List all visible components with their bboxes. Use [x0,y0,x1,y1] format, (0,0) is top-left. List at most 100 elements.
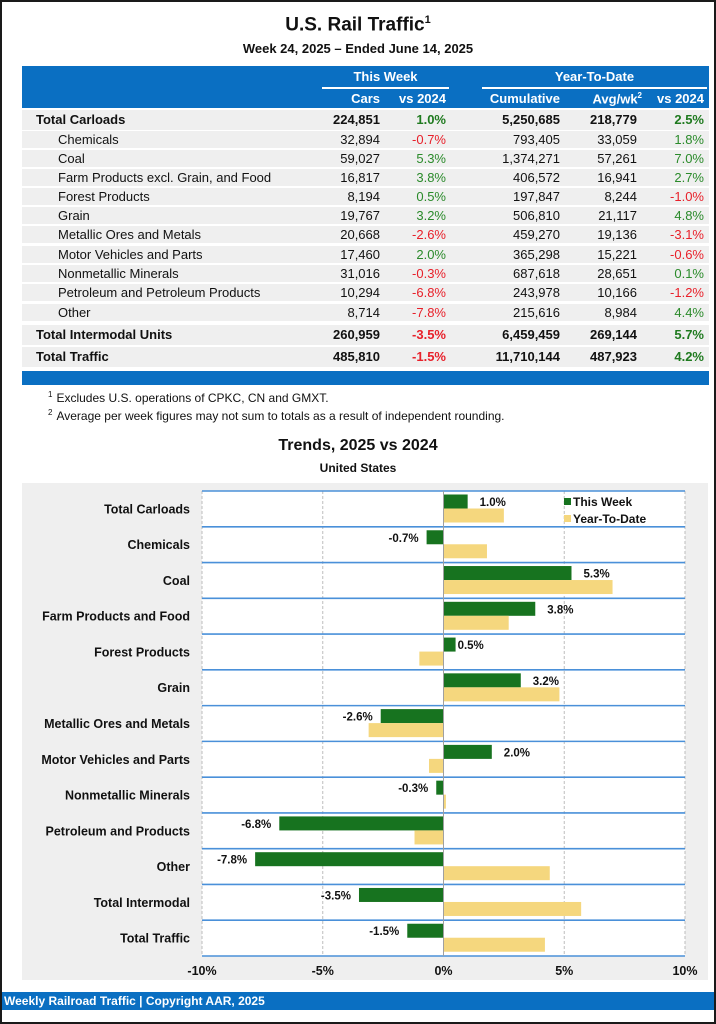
row-label: Farm Products excl. Grain, and Food [58,170,272,185]
cell-ytd-vs: -0.6% [670,247,704,262]
data-label-this-week: -6.8% [241,819,271,831]
row-label: Total Carloads [36,112,126,127]
legend-label-this-week: This Week [573,495,632,509]
title-footnote-marker: 1 [424,14,431,26]
cell-avg: 15,221 [597,247,637,262]
cell-avg: 10,166 [597,285,637,300]
cell-cars: 10,294 [340,285,380,300]
cell-ytd-vs: 4.4% [674,305,704,320]
bar-year-to-date [443,580,613,595]
cell-avg: 487,923 [590,349,637,364]
cell-cumulative: 243,978 [513,285,560,300]
legend-swatch-ytd [564,515,571,522]
cell-ytd-vs: 2.7% [674,170,704,185]
data-label-this-week: 3.2% [533,676,559,688]
bar-year-to-date [443,866,550,881]
cell-tw-vs: 1.0% [416,112,446,127]
cell-avg: 8,984 [604,305,637,320]
data-label-this-week: 0.5% [458,640,484,652]
col-header-avg: Avg/wk2 [567,91,642,106]
bar-this-week [443,601,536,616]
category-label: Chemicals [127,538,190,552]
cell-avg: 28,651 [597,266,637,281]
cell-cars: 16,817 [340,170,380,185]
bar-year-to-date [443,937,545,952]
cell-cars: 260,959 [333,327,380,342]
bar-year-to-date [414,830,444,845]
category-label: Total Intermodal [94,896,190,910]
table-row: Motor Vehicles and Parts 17,460 2.0% 365,29… [22,246,709,263]
cell-cumulative: 197,847 [513,189,560,204]
avg-footnote-marker: 2 [637,91,642,100]
category-label: Forest Products [94,645,190,659]
col-header-ytd-vs: vs 2024 [657,91,704,106]
bar-this-week [407,923,444,938]
category-label: Metallic Ores and Metals [44,717,190,731]
row-label: Motor Vehicles and Parts [58,247,203,262]
data-label-this-week: 1.0% [480,497,506,509]
bar-this-week [358,887,444,902]
chart-title: Trends, 2025 vs 2024 [278,437,438,454]
cell-cars: 32,894 [340,132,380,147]
bar-year-to-date [429,758,444,773]
bar-year-to-date [443,615,509,630]
cell-ytd-vs: 0.1% [674,266,704,281]
x-tick-label: 0% [434,964,452,978]
table-row: Petroleum and Petroleum Products 10,294 -6… [22,284,709,301]
cell-cumulative: 793,405 [513,132,560,147]
cell-avg: 33,059 [597,132,637,147]
cell-ytd-vs: 4.2% [674,349,704,364]
data-label-this-week: -3.5% [321,890,351,902]
cell-cumulative: 6,459,459 [502,327,560,342]
cell-cumulative: 1,374,271 [502,151,560,166]
cell-ytd-vs: -3.1% [670,227,704,242]
cell-cars: 20,668 [340,227,380,242]
table-header: This Week Year-To-Date Cars vs 2024 Cumu… [22,66,709,108]
x-tick-label: -5% [312,964,334,978]
cell-avg: 57,261 [597,151,637,166]
cell-tw-vs: 5.3% [416,151,446,166]
cell-tw-vs: -0.7% [412,132,446,147]
table-row: Total Traffic 485,810 -1.5% 11,710,144 487,9… [22,347,709,367]
table-footer-bar [22,371,709,385]
bar-year-to-date [443,901,582,916]
cell-avg: 21,117 [598,208,637,223]
cell-cumulative: 365,298 [513,247,560,262]
col-header-tw-vs: vs 2024 [399,91,446,106]
page-title: U.S. Rail Traffic1 [0,14,716,36]
title-text: U.S. Rail Traffic [285,14,425,36]
data-label-this-week: 3.8% [547,604,573,616]
header-underline-ytd [482,87,707,89]
data-label-this-week: 2.0% [504,747,530,759]
cell-tw-vs: 0.5% [416,189,446,204]
cell-tw-vs: 2.0% [416,247,446,262]
category-label: Farm Products and Food [42,610,190,624]
cell-avg: 8,244 [604,189,637,204]
x-tick-label: -10% [187,964,216,978]
cell-tw-vs: -6.8% [412,285,446,300]
footnote-text: Excludes U.S. operations of CPKC, CN and… [56,391,329,405]
category-label: Total Carloads [104,502,190,516]
table-row: Coal 59,027 5.3% 1,374,271 57,261 7.0% [22,150,709,167]
data-label-this-week: 5.3% [583,569,609,581]
category-label: Petroleum and Products [46,824,191,838]
cell-ytd-vs: 2.5% [674,112,704,127]
category-label: Grain [157,681,190,695]
bar-this-week [436,780,444,795]
chart-subtitle: United States [319,461,397,475]
table-row: Metallic Ores and Metals 20,668 -2.6% 459,2… [22,226,709,243]
col-header-cumulative: Cumulative [489,91,560,106]
data-label-this-week: -7.8% [217,855,247,867]
cell-cars: 19,767 [340,208,380,223]
table-row: Total Intermodal Units 260,959 -3.5% 6,459,… [22,325,709,345]
row-label: Total Traffic [36,349,109,364]
row-label: Forest Products [58,189,150,204]
bar-this-week [380,709,444,724]
bar-year-to-date [419,651,444,666]
cell-cumulative: 215,616 [513,305,560,320]
category-label: Other [157,860,190,874]
cell-ytd-vs: 7.0% [674,151,704,166]
bar-year-to-date [368,723,444,738]
cell-cars: 17,460 [340,247,380,262]
